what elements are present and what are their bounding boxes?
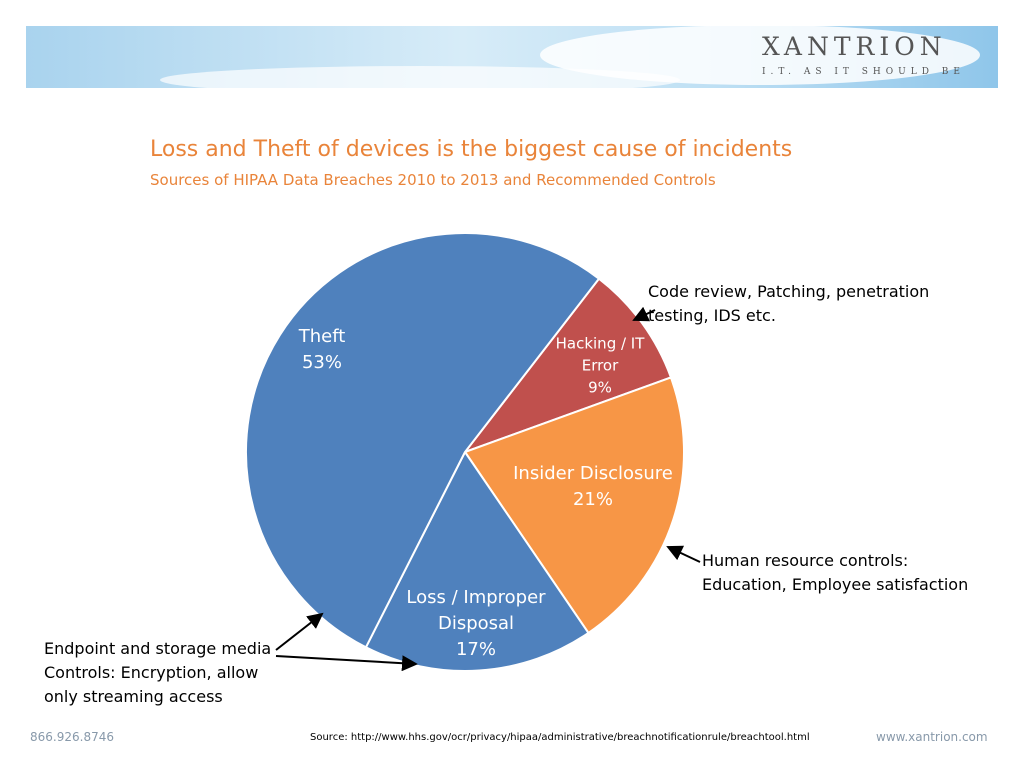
category-label: Insider Disclosure — [513, 462, 673, 484]
slice-label: Hacking / IT Error 9% — [555, 333, 645, 398]
arrow — [275, 655, 418, 672]
annotation: Human resource controls: Education, Empl… — [702, 551, 969, 594]
pie-slice — [462, 277, 673, 455]
annotation: Code review, Patching, penetration testi… — [648, 282, 930, 325]
pie-slice — [463, 376, 685, 635]
annotation: Endpoint and storage media Controls: Enc… — [44, 639, 272, 706]
category-label: Loss / Improper Disposal — [406, 586, 546, 634]
slice-label: Loss / Improper Disposal 17% — [391, 585, 561, 663]
tagline: I.T. AS IT SHOULD BE — [762, 67, 965, 77]
pie-slice — [245, 232, 601, 649]
cloud — [540, 25, 980, 85]
category-label: Hacking / IT Error — [555, 334, 645, 375]
chart-title: Loss and Theft of devices is the biggest… — [150, 137, 793, 162]
slice-label: Insider Disclosure 21% — [503, 461, 683, 513]
cloud — [160, 66, 680, 94]
website: www.xantrion.com — [876, 730, 988, 744]
value-label: 17% — [455, 639, 496, 661]
arrow — [632, 306, 656, 322]
pie-slice — [364, 450, 590, 672]
phone: 866.926.8746 — [30, 730, 114, 744]
value-label: 9% — [588, 377, 612, 396]
value-label: 21% — [572, 489, 613, 510]
value-label: 53% — [301, 352, 342, 373]
arrow — [666, 545, 701, 563]
logo: XANTRION — [762, 32, 947, 61]
category-label: Theft — [298, 325, 346, 347]
source: Source: http://www.hhs.gov/ocr/privacy/h… — [310, 732, 810, 743]
pie — [245, 232, 685, 672]
arrow — [275, 612, 324, 651]
slice-label: Theft 53% — [262, 324, 382, 376]
chart-subtitle: Sources of HIPAA Data Breaches 2010 to 2… — [150, 171, 716, 189]
